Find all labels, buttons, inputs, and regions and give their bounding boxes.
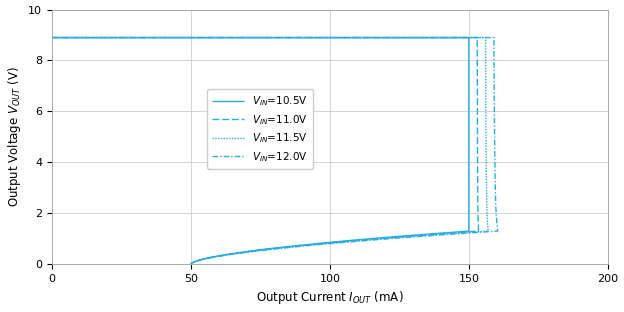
X-axis label: Output Current $I_{OUT}$ (mA): Output Current $I_{OUT}$ (mA) — [256, 290, 404, 306]
V$_{IN}$=12.0V — [415, 235, 422, 238]
V$_{IN}$=12.0V — [453, 232, 461, 236]
V$_{IN}$=12.0V — [308, 36, 315, 39]
V$_{IN}$=12.0V — [48, 36, 56, 39]
V$_{IN}$=11.0V — [457, 36, 465, 39]
V$_{IN}$=11.0V — [152, 36, 160, 39]
V$_{IN}$=10.5V — [48, 36, 56, 39]
Line: V$_{IN}$=11.5V: V$_{IN}$=11.5V — [52, 37, 488, 264]
V$_{IN}$=11.0V — [298, 36, 305, 39]
Y-axis label: Output Voltage $V_{OUT}$ (V): Output Voltage $V_{OUT}$ (V) — [6, 66, 22, 207]
V$_{IN}$=11.0V — [305, 243, 313, 246]
V$_{IN}$=11.0V — [187, 262, 195, 266]
V$_{IN}$=11.0V — [401, 235, 408, 238]
V$_{IN}$=11.5V — [466, 36, 473, 39]
V$_{IN}$=10.5V — [293, 36, 300, 39]
V$_{IN}$=11.5V — [187, 262, 195, 266]
Line: V$_{IN}$=10.5V: V$_{IN}$=10.5V — [52, 37, 469, 264]
Legend: $V_{IN}$=10.5V, $V_{IN}$=11.0V, $V_{IN}$=11.5V, $V_{IN}$=12.0V: $V_{IN}$=10.5V, $V_{IN}$=11.0V, $V_{IN}$… — [207, 89, 313, 169]
V$_{IN}$=12.0V — [157, 36, 164, 39]
V$_{IN}$=10.5V — [428, 232, 436, 236]
V$_{IN}$=11.5V — [444, 232, 452, 236]
Line: V$_{IN}$=12.0V: V$_{IN}$=12.0V — [52, 37, 498, 264]
V$_{IN}$=11.5V — [407, 235, 415, 238]
Line: V$_{IN}$=11.0V: V$_{IN}$=11.0V — [52, 37, 479, 264]
V$_{IN}$=11.5V — [310, 243, 317, 246]
V$_{IN}$=10.5V — [301, 243, 309, 246]
V$_{IN}$=12.0V — [313, 243, 321, 246]
V$_{IN}$=12.0V — [187, 262, 195, 266]
V$_{IN}$=10.5V — [449, 36, 457, 39]
V$_{IN}$=11.5V — [155, 36, 162, 39]
V$_{IN}$=12.0V — [474, 36, 481, 39]
V$_{IN}$=11.0V — [436, 232, 444, 236]
V$_{IN}$=10.5V — [150, 36, 158, 39]
V$_{IN}$=11.5V — [48, 36, 56, 39]
V$_{IN}$=10.5V — [187, 262, 195, 266]
V$_{IN}$=11.0V — [48, 36, 56, 39]
V$_{IN}$=11.5V — [303, 36, 310, 39]
V$_{IN}$=10.5V — [394, 235, 401, 238]
